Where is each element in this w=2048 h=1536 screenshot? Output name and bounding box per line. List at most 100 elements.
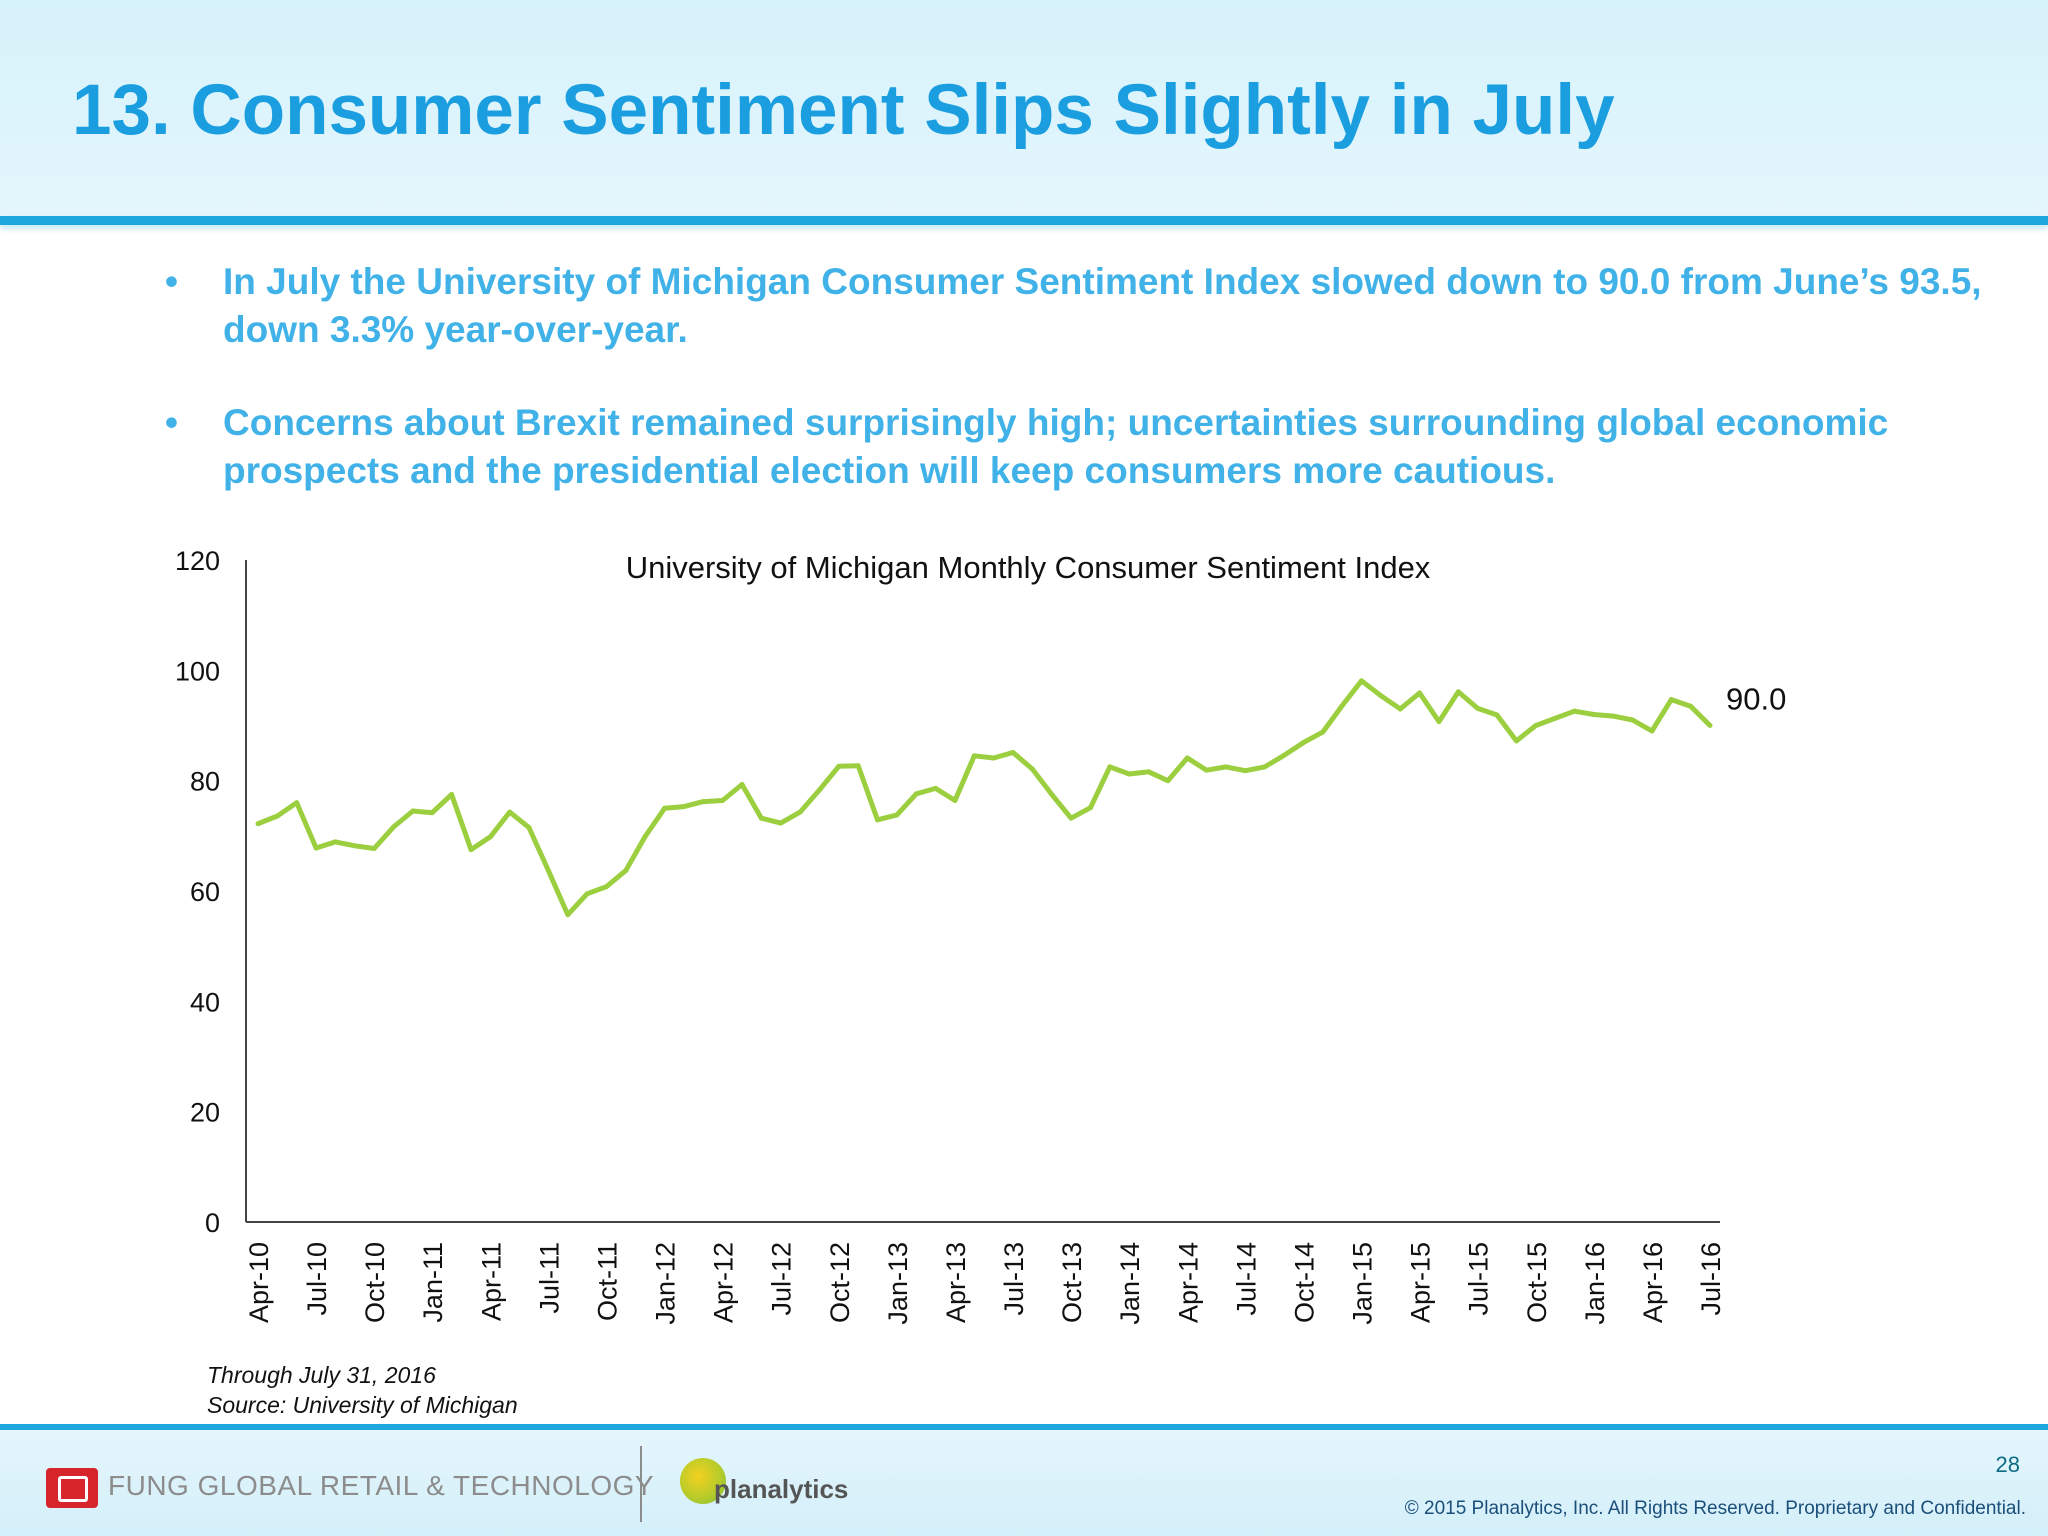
y-tick-label: 80: [190, 767, 220, 797]
y-tick-label: 40: [190, 987, 220, 1017]
x-tick-label: Apr-16: [1638, 1242, 1668, 1323]
x-tick-label: Jan-14: [1115, 1242, 1145, 1325]
y-tick-label: 120: [175, 546, 220, 576]
data-point-Jan-12: [662, 805, 668, 811]
data-point-Feb-13: [913, 791, 919, 797]
data-point-Oct-15: [1533, 723, 1539, 728]
data-point-Aug-13: [1029, 766, 1035, 772]
data-point-Sep-10: [352, 843, 358, 849]
data-point-Jun-13: [991, 755, 997, 761]
data-point-Jun-15: [1455, 689, 1461, 695]
bullet-dot: •: [165, 402, 178, 443]
sentiment-chart: University of Michigan Monthly Consumer …: [175, 546, 1786, 1325]
data-point-Jun-11: [526, 825, 532, 831]
data-point-Dec-14: [1339, 703, 1345, 709]
data-point-Mar-14: [1165, 778, 1171, 784]
data-point-Nov-14: [1320, 729, 1326, 735]
page-number: 28: [1995, 1452, 2020, 1477]
x-tick-label: Jan-13: [883, 1242, 913, 1325]
x-tick-label: Oct-12: [825, 1242, 855, 1323]
data-point-Jan-13: [894, 812, 900, 818]
data-point-Sep-13: [1049, 791, 1055, 797]
data-point-Feb-11: [449, 791, 455, 797]
data-point-Sep-14: [1281, 752, 1287, 758]
data-point-Dec-11: [642, 833, 648, 839]
data-point-Oct-10: [371, 846, 377, 852]
data-point-Dec-13: [1107, 764, 1113, 770]
end-value-label: 90.0: [1726, 682, 1786, 717]
data-point-Jul-14: [1242, 768, 1248, 774]
data-point-Sep-11: [584, 891, 590, 897]
bullet-dot: •: [165, 261, 178, 302]
x-tick-group: Apr-10 Jul-10 Oct-10 Jan-11 Apr-11 Jul-11 Oct-…: [244, 1242, 1726, 1325]
data-point-Nov-15: [1552, 715, 1558, 721]
data-point-Mar-11: [468, 847, 474, 853]
data-point-Sep-15: [1513, 738, 1519, 744]
data-point-Mar-16: [1630, 717, 1636, 723]
footer-divider: [640, 1446, 642, 1522]
data-point-Apr-12: [720, 798, 726, 804]
data-point-Feb-15: [1378, 693, 1384, 699]
x-tick-label: Jan-11: [418, 1242, 448, 1323]
chart-title: University of Michigan Monthly Consumer …: [626, 550, 1431, 585]
data-point-May-13: [971, 753, 977, 759]
footer-band: [0, 1424, 2048, 1536]
data-point-Aug-14: [1262, 764, 1268, 770]
x-tick-label: Oct-15: [1522, 1242, 1552, 1323]
data-point-Apr-14: [1184, 755, 1190, 761]
x-tick-label: Oct-11: [592, 1242, 622, 1321]
data-point-Mar-12: [700, 799, 706, 805]
copyright-text: © 2015 Planalytics, Inc. All Rights Rese…: [1404, 1498, 2026, 1519]
data-point-Dec-12: [875, 817, 881, 823]
x-tick-label: Apr-15: [1406, 1242, 1436, 1323]
x-tick-label: Jan-15: [1348, 1242, 1378, 1325]
data-point-Oct-11: [603, 884, 609, 890]
data-point-group: [255, 678, 1713, 918]
data-point-May-12: [739, 782, 745, 788]
series-line-consumer-sentiment: [257, 678, 1712, 918]
data-point-May-16: [1668, 697, 1674, 703]
data-point-Nov-10: [391, 824, 397, 830]
bullet-item: • In July the University of Michigan Con…: [165, 258, 2005, 354]
data-point-May-15: [1436, 719, 1442, 725]
data-point-May-10: [274, 813, 280, 819]
data-point-Sep-12: [816, 787, 822, 793]
data-point-May-11: [507, 809, 513, 815]
data-point-Jul-15: [1475, 705, 1481, 711]
y-tick-label: 20: [190, 1098, 220, 1128]
data-point-Nov-12: [855, 763, 861, 769]
x-tick-label: Jul-12: [767, 1242, 797, 1316]
x-tick-label: Oct-10: [360, 1242, 390, 1323]
data-point-Feb-14: [1146, 769, 1152, 775]
data-point-Oct-12: [836, 763, 842, 769]
data-point-Oct-14: [1300, 740, 1306, 746]
x-tick-label: Apr-14: [1173, 1242, 1203, 1323]
data-point-Jun-14: [1223, 764, 1229, 770]
data-point-Aug-11: [565, 912, 571, 918]
data-point-Aug-15: [1494, 712, 1500, 718]
x-tick-label: Oct-13: [1057, 1242, 1087, 1323]
data-point-Aug-10: [332, 839, 338, 845]
data-point-Apr-10: [255, 821, 261, 827]
header-band: [0, 0, 2048, 216]
data-point-Dec-10: [410, 808, 416, 814]
data-point-Jan-14: [1126, 771, 1132, 777]
data-point-Apr-16: [1649, 728, 1655, 734]
fung-brand-text: FUNG GLOBAL RETAIL & TECHNOLOGY: [108, 1470, 655, 1501]
x-tick-label: Apr-13: [941, 1242, 971, 1323]
x-tick-label: Jan-12: [651, 1242, 681, 1325]
data-point-Nov-13: [1087, 805, 1093, 811]
data-point-May-14: [1204, 767, 1210, 773]
data-point-Jan-15: [1359, 678, 1365, 684]
x-tick-label: Jul-16: [1696, 1242, 1726, 1316]
planalytics-brand-text: planalytics: [714, 1474, 849, 1504]
planalytics-logo-icon: [680, 1458, 726, 1504]
data-point-Aug-12: [797, 809, 803, 815]
data-point-Dec-15: [1571, 708, 1577, 714]
x-tick-label: Jul-13: [999, 1242, 1029, 1316]
data-point-Jun-12: [758, 815, 764, 821]
x-tick-label: Apr-10: [244, 1242, 274, 1323]
page-title: 13. Consumer Sentiment Slips Slightly in…: [72, 71, 1615, 150]
x-tick-label: Jul-11: [534, 1242, 564, 1314]
x-tick-label: Jul-10: [302, 1242, 332, 1316]
